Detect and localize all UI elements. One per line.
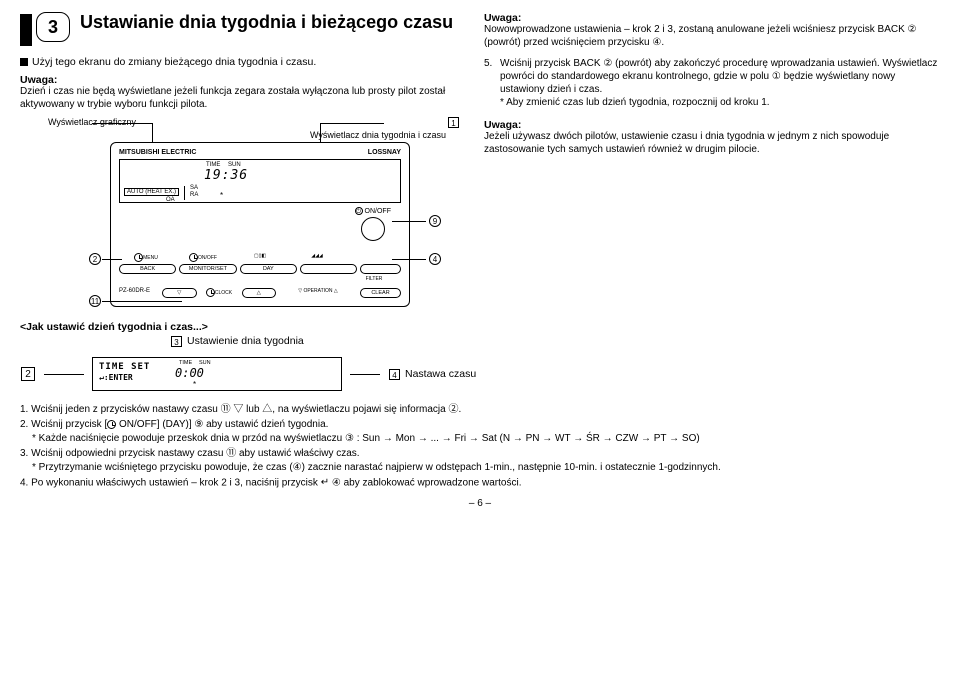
day-button[interactable]: DAY [240,264,297,274]
step-2-star: * Każde naciśnięcie powoduje przeskok dn… [20,432,940,446]
right-note2-label: Uwaga: [484,119,940,131]
lbl-menu: MENU [143,255,158,261]
onoff-label: ON/OFF [365,208,391,215]
mini-lcd: TIME SET ↵:ENTER TIME SUN 0:00 * [92,357,342,391]
marker-1: 1 [448,117,459,128]
mini-clock: 0:00 [175,366,204,380]
remote-diagram: Wyświetlacz graficzny 1 Wyświetlacz dnia… [20,117,460,307]
monitor-button[interactable]: MONITOR/SET [179,264,236,274]
step-header: 3 Ustawianie dnia tygodnia i bieżącego c… [36,12,460,42]
lcd-clock: 19:36 [204,168,248,183]
substep-4: 4 Nastawa czasu [388,368,476,380]
box-4: 4 [389,369,400,380]
power-icon: ⏻ [355,207,363,215]
left-note-body: Dzień i czas nie będą wyświetlane jeżeli… [20,86,460,111]
mini-enter: ENTER [109,373,133,382]
mini-line1: TIME SET [99,362,150,372]
lcd-sa: SA [190,185,198,191]
lcd-asterisk: * [220,191,223,200]
numbered-steps: 1. Wciśnij jeden z przycisków nastawy cz… [20,403,940,489]
step-5: 5. Wciśnij przycisk BACK ② (powrót) aby … [484,57,940,109]
side-tab [20,14,32,46]
right-note1-body: Nowowprowadzone ustawienia – krok 2 i 3,… [484,24,940,49]
right-note1-label: Uwaga: [484,12,940,24]
step-title: Ustawianie dnia tygodnia i bieżącego cza… [80,12,453,33]
back-button[interactable]: BACK [119,264,176,274]
mini-arrow: ↵: [99,373,109,382]
lbl-onoff: ON/OFF [198,255,217,261]
lcd-oa: OA [166,197,175,203]
brand: MITSUBISHI ELECTRIC [119,149,196,156]
s4b: ④ aby zablokować wprowadzone wartości. [329,477,521,488]
s2a: 2. Wciśnij przycisk [ [20,419,107,430]
how-title: <Jak ustawić dzień tygodnia i czas...> [20,321,940,333]
operation-label: OPERATION [303,288,332,294]
marker-4: 4 [429,253,441,265]
step5-text: Wciśnij przycisk BACK ② (powrót) aby zak… [500,58,937,95]
lbl-fan-icon: ▢▯◧ [233,253,287,262]
instruction: Użyj tego ekranu do zmiany bieżącego dni… [20,56,460,68]
blank-button[interactable] [300,264,357,274]
page-number: – 6 – [20,498,940,509]
mini-asterisk: * [193,380,196,389]
step-2: 2. Wciśnij przycisk [ ON/OFF] (DAY)] ⑨ a… [20,418,940,432]
substep-3: 3 Ustawienie dnia tygodnia [170,335,940,347]
onoff-button[interactable] [361,217,385,241]
step5b-text: * Aby zmienić czas lub dzień tygodnia, r… [500,97,770,108]
clear-button[interactable]: CLEAR [360,288,401,298]
s2b: ON/OFF] (DAY)] ⑨ aby ustawić dzień tygod… [116,419,328,430]
callout-left: Wyświetlacz graficzny [20,117,304,127]
mini-lcd-row: 2 TIME SET ↵:ENTER TIME SUN 0:00 * 4 Nas… [20,357,940,391]
filter-label: FILTER [347,276,401,282]
instruction-text: Użyj tego ekranu do zmiany bieżącego dni… [32,56,316,68]
remote-controller: MITSUBISHI ELECTRIC LOSSNAY TIME SUN 19:… [110,142,410,307]
model-label: PZ-60DR-E [119,288,159,298]
clock-icon [107,420,116,429]
box-3: 3 [171,336,182,347]
box-2: 2 [21,367,35,381]
callout-right: Wyświetlacz dnia tygodnia i czasu [310,130,460,140]
marker-11: 11 [89,295,101,307]
onoff-row: ⏻ ON/OFF [119,207,401,241]
lcd-mode: AUTO (HEAT EX.) [124,188,179,196]
step5-num: 5. [484,57,496,109]
step-3: 3. Wciśnij odpowiedni przycisk nastawy c… [20,447,940,461]
sub4-label: Nastawa czasu [405,368,476,380]
lcd-ra: RA [190,192,198,198]
marker-2: 2 [89,253,101,265]
marker-9: 9 [429,215,441,227]
s4a: 4. Po wykonaniu właściwych ustawień – kr… [20,477,321,488]
down-button[interactable]: ▽ [162,288,197,298]
step-1: 1. Wciśnij jeden z przycisków nastawy cz… [20,403,940,417]
step-number: 3 [36,12,70,42]
filter-button[interactable] [360,264,401,274]
step-3-star: * Przytrzymanie wciśniętego przycisku po… [20,461,940,475]
lbl-signal-icon: ◢◢◢ [290,253,344,262]
up-button[interactable]: △ [242,288,277,298]
step-4: 4. Po wykonaniu właściwych ustawień – kr… [20,476,940,490]
enter-icon: ↵ [321,476,329,490]
lcd-display: TIME SUN 19:36 AUTO (HEAT EX.) OA SARA * [119,159,401,203]
brand2: LOSSNAY [368,149,401,156]
left-note-label: Uwaga: [20,74,460,86]
clock-label: CLOCK [215,290,232,296]
right-note2-body: Jeżeli używasz dwóch pilotów, ustawienie… [484,131,940,156]
sub3-label: Ustawienie dnia tygodnia [187,335,304,347]
